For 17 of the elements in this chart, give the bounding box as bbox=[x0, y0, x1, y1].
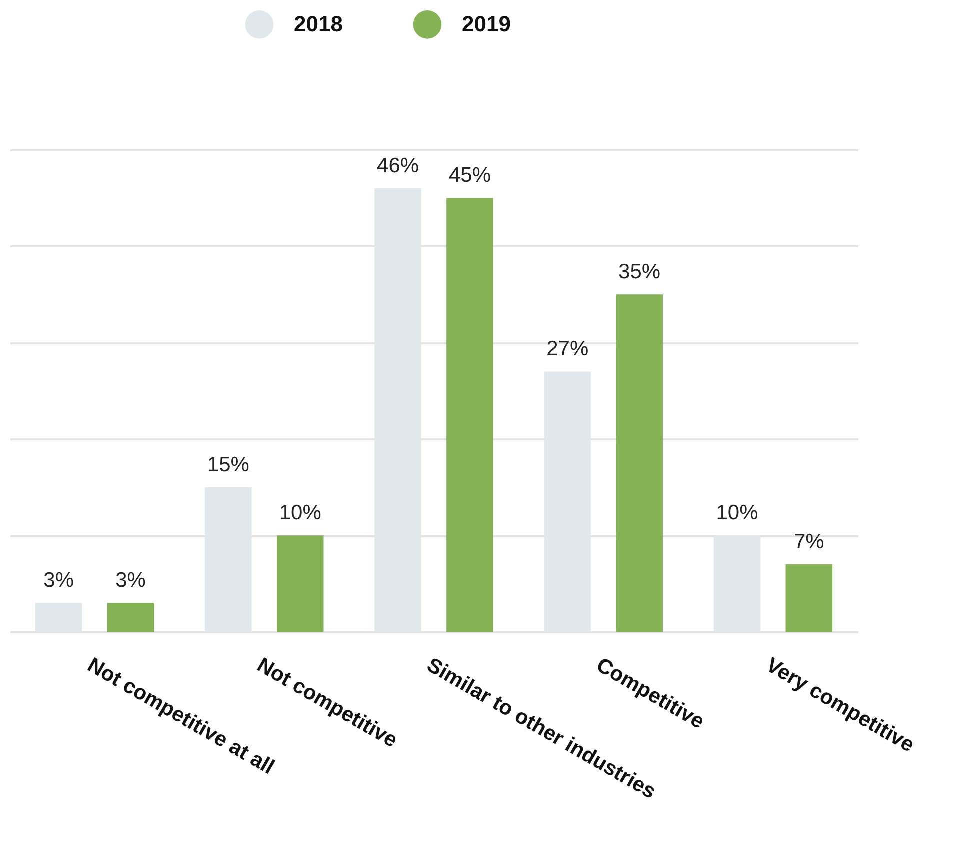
bar bbox=[446, 198, 494, 632]
data-label: 10% bbox=[279, 502, 322, 525]
bar bbox=[107, 603, 154, 632]
data-label: 27% bbox=[546, 338, 589, 361]
data-label: 3% bbox=[44, 569, 74, 592]
data-label: 10% bbox=[716, 502, 758, 525]
data-label: 7% bbox=[794, 530, 824, 554]
data-label: 15% bbox=[207, 453, 250, 476]
data-label: 46% bbox=[377, 154, 420, 178]
data-label: 45% bbox=[448, 164, 491, 188]
legend-label: 2018 bbox=[294, 12, 343, 37]
bar bbox=[276, 536, 324, 632]
bar bbox=[616, 294, 663, 632]
legend-label: 2019 bbox=[462, 12, 511, 37]
data-label: 35% bbox=[618, 260, 661, 284]
bar bbox=[786, 564, 833, 632]
data-label: 3% bbox=[116, 569, 146, 592]
